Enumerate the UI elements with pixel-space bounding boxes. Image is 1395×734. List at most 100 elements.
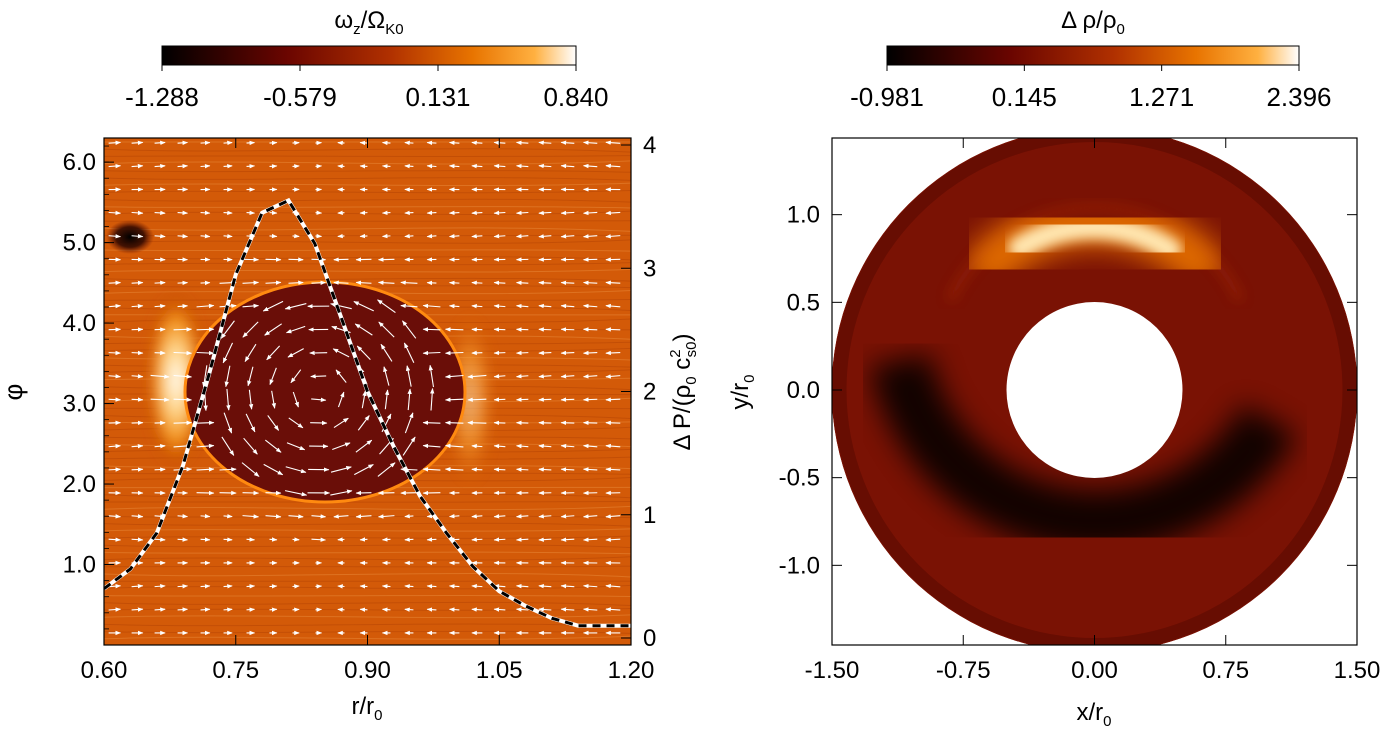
velocity-vector — [444, 467, 464, 472]
velocity-vector — [560, 583, 575, 589]
right-y-tick-label: 0.5 — [787, 289, 820, 316]
velocity-vector — [560, 607, 575, 612]
left-colorbar-tick-label: -0.579 — [263, 82, 337, 112]
flow-streak — [104, 148, 631, 153]
velocity-vector — [196, 327, 215, 332]
velocity-vector — [223, 607, 233, 612]
velocity-vector — [426, 210, 437, 216]
velocity-vector — [355, 514, 372, 519]
velocity-vector — [538, 443, 552, 449]
left-x-tick-label: 0.75 — [212, 657, 259, 684]
flow-streak — [104, 500, 631, 503]
velocity-vector — [400, 303, 418, 309]
velocity-vector — [583, 163, 598, 169]
velocity-vector — [357, 415, 370, 431]
flow-streak — [104, 623, 631, 628]
velocity-vector — [200, 233, 211, 239]
velocity-vector — [177, 537, 189, 542]
velocity-vector — [560, 140, 575, 145]
velocity-vector — [493, 303, 506, 309]
velocity-vector — [384, 389, 390, 410]
velocity-vector — [222, 342, 234, 364]
flow-streak — [104, 170, 631, 173]
velocity-vector — [471, 537, 483, 542]
velocity-vector — [538, 537, 552, 542]
velocity-vector — [131, 163, 144, 169]
velocity-vector — [292, 391, 299, 408]
velocity-vector — [108, 537, 122, 542]
flow-streak — [104, 160, 631, 165]
velocity-vector — [560, 234, 575, 239]
velocity-vector — [560, 467, 575, 472]
velocity-vector — [271, 390, 276, 409]
density-bright-crescent-core — [1008, 215, 1182, 262]
velocity-vector — [560, 163, 575, 169]
velocity-vector — [422, 303, 441, 309]
velocity-vector — [330, 489, 353, 496]
velocity-vector — [131, 514, 144, 519]
velocity-vector — [108, 140, 122, 145]
velocity-vector — [471, 607, 483, 612]
velocity-vector — [242, 303, 260, 309]
velocity-vector — [242, 514, 260, 519]
velocity-vector — [108, 210, 122, 216]
velocity-vector — [154, 607, 166, 612]
flow-streak — [104, 522, 631, 527]
velocity-vector — [263, 463, 284, 476]
right-colorbar-tick-label: 1.271 — [1129, 82, 1194, 112]
velocity-vector — [290, 369, 302, 384]
velocity-vector — [200, 514, 211, 519]
left-x-tick-label: 0.90 — [344, 657, 391, 684]
velocity-vector — [242, 321, 259, 338]
velocity-vector — [605, 350, 621, 356]
velocity-vector — [311, 397, 327, 402]
velocity-vector — [108, 303, 122, 309]
left-y2-tick-label: 3 — [643, 255, 656, 282]
velocity-vector — [538, 583, 552, 589]
velocity-vector — [378, 321, 395, 338]
flow-streak — [104, 220, 631, 222]
right-y-axis-label: y/r0 — [727, 374, 758, 409]
velocity-vector — [493, 537, 506, 542]
velocity-vector — [404, 584, 414, 589]
velocity-vector — [242, 280, 260, 285]
velocity-vector — [493, 514, 506, 519]
velocity-vector — [177, 210, 189, 216]
velocity-vector — [605, 374, 621, 379]
velocity-vector — [241, 462, 260, 477]
velocity-vector — [108, 163, 122, 169]
velocity-vector — [583, 583, 598, 589]
left-x-tick-label: 1.05 — [476, 657, 523, 684]
velocity-vector — [383, 366, 390, 386]
velocity-vector — [444, 420, 464, 425]
velocity-vector — [605, 280, 621, 285]
velocity-vector — [583, 397, 598, 402]
velocity-vector — [493, 443, 506, 449]
left-y2-tick-label: 0 — [643, 625, 656, 652]
velocity-vector — [154, 234, 166, 239]
velocity-vector — [108, 234, 122, 239]
velocity-vector — [428, 364, 435, 388]
velocity-vector — [220, 320, 235, 339]
left-y-tick-label: 4.0 — [63, 310, 96, 337]
velocity-vector — [405, 365, 412, 387]
velocity-vector — [285, 325, 306, 334]
flow-streak — [104, 556, 631, 561]
right-x-tick-label: 0.00 — [1071, 657, 1118, 684]
pressure-curve — [104, 198, 631, 628]
velocity-vector — [403, 342, 415, 363]
velocity-vector — [448, 280, 460, 286]
velocity-vector — [269, 233, 278, 239]
left-colorbar-label: ωz/ΩK0 — [334, 7, 403, 38]
density-dark-arc — [869, 353, 1297, 553]
velocity-vector — [381, 233, 391, 239]
velocity-vector — [381, 140, 391, 146]
right-x-tick-label: -0.75 — [936, 657, 991, 684]
velocity-vector — [605, 303, 621, 309]
velocity-vector — [173, 420, 193, 425]
velocity-vector — [515, 467, 529, 472]
velocity-vector — [515, 350, 529, 356]
velocity-vector — [583, 140, 598, 145]
velocity-vector — [264, 323, 282, 336]
velocity-vector — [246, 607, 256, 612]
